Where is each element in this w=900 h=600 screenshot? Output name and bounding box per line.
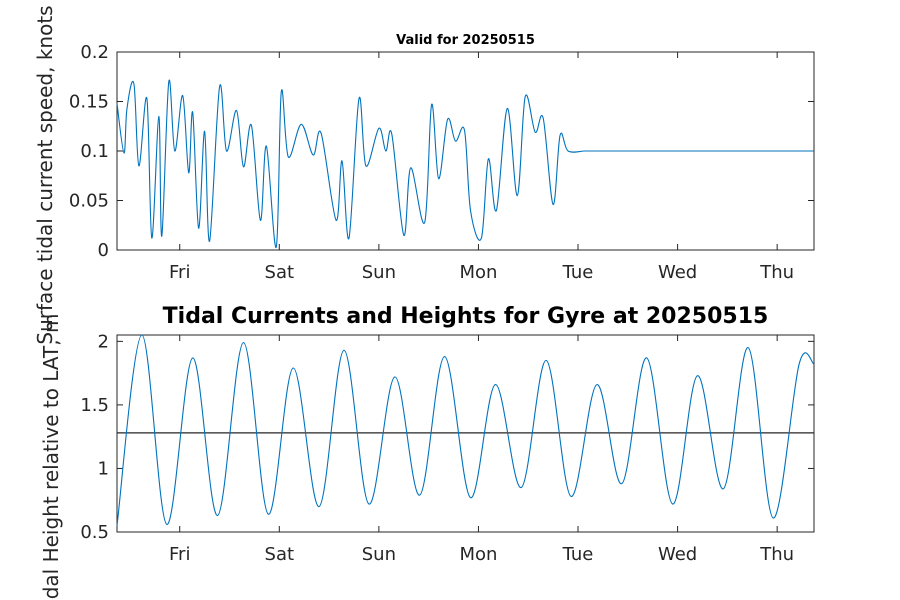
x-tick-label: Fri [169,262,190,283]
current-speed-axes: 0 0.05 0.1 0.15 0.2 Fri Sat Sun Mon Tue Wed Thu Vali… [33,5,815,345]
x-tick-label: Wed [658,262,697,283]
y-axis-label: Tidal Height relative to LAT, m [39,314,63,600]
y-tick-label: 0 [98,240,109,261]
y-axis-label: Surface tidal current speed, knots [33,5,57,344]
x-tick-label: Mon [459,544,497,565]
tidal-height-axes: 0.5 1 1.5 2 Fri Sat Sun Mon Tue Wed Thu Tidal Curre… [39,304,815,600]
y-tick-label: 0.5 [80,522,109,543]
axes-frame [116,334,815,533]
series-line [116,79,814,248]
y-tick-label: 0.1 [80,141,109,162]
y-tick-label: 1.5 [80,395,109,416]
x-tick-label: Sat [265,262,295,283]
y-tick-label: 0.05 [69,191,109,212]
x-tick-label: Sun [362,262,396,283]
x-tick-label: Sat [265,544,295,565]
series-line [116,334,815,526]
y-tick-label: 0.2 [80,42,109,63]
y-tick-label: 2 [98,331,109,352]
x-tick-label: Tue [562,544,594,565]
x-tick-label: Thu [759,262,794,283]
y-tick-label: 0.15 [69,92,109,113]
y-tick-label: 1 [98,458,109,479]
axes-title: Tidal Currents and Heights for Gyre at 2… [163,304,769,329]
x-tick-label: Thu [759,544,794,565]
x-tick-label: Mon [459,262,497,283]
x-tick-label: Fri [169,544,190,565]
x-tick-label: Sun [362,544,396,565]
x-tick-label: Wed [658,544,697,565]
x-tick-label: Tue [562,262,594,283]
axes-title: Valid for 20250515 [396,33,535,48]
